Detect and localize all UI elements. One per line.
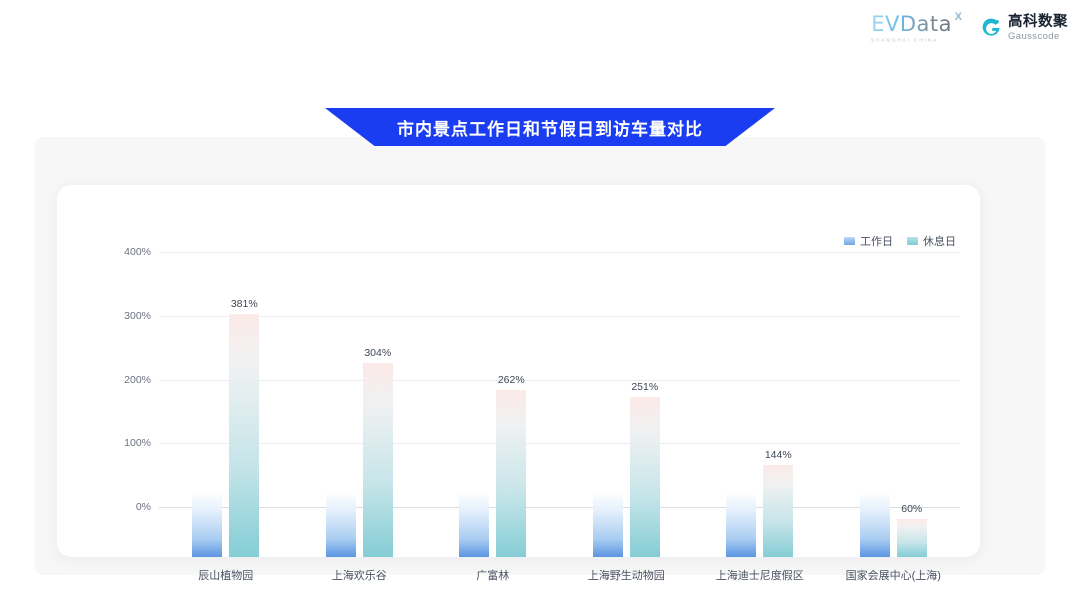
gausscode-en-name: Gausscode: [1008, 30, 1060, 42]
gausscode-text: 高科数聚 Gausscode: [1008, 15, 1068, 41]
y-axis-tick: 300%: [124, 309, 151, 322]
x-axis-category-label: 上海野生动物园: [587, 570, 665, 582]
chart-legend: 工作日 休息日: [844, 233, 956, 249]
gridline: [159, 379, 960, 381]
x-axis-category-label: 辰山植物园: [198, 570, 254, 582]
bar[interactable]: [629, 397, 660, 557]
legend-item-2[interactable]: 休息日: [907, 233, 956, 249]
x-axis-category-label: 广富林: [476, 570, 510, 582]
bar-wrapper: 262%: [496, 235, 527, 557]
bar-wrapper: [459, 235, 490, 557]
legend-swatch-icon: [907, 237, 918, 245]
gridline: [159, 252, 960, 253]
y-axis-tick: 0%: [135, 501, 151, 513]
legend-item-1[interactable]: 工作日: [844, 233, 893, 249]
bar[interactable]: [859, 493, 890, 557]
bar[interactable]: [229, 314, 260, 557]
gridline: [159, 315, 960, 317]
header-logos: EVData X SHANGHAI CHINA 高科数聚 Gausscode: [871, 10, 1068, 46]
y-axis-tick: 200%: [124, 373, 151, 386]
bar-group: 251% 上海野生动物园: [560, 235, 694, 582]
bar-value-label: 60%: [901, 502, 923, 515]
legend-swatch-icon: [844, 237, 855, 245]
gausscode-mark-icon: [982, 18, 1000, 36]
bar-wrapper: [592, 235, 623, 557]
y-axis: 0% 100% 200% 300% 400%: [109, 185, 155, 557]
bar-group: 144% 上海迪士尼度假区: [693, 235, 827, 582]
bar-value-label: 251%: [631, 381, 659, 393]
bar-wrapper: 381%: [229, 235, 260, 557]
bar-wrapper: 304%: [362, 235, 393, 557]
x-axis-category-label: 国家会展中心(上海): [845, 570, 941, 582]
y-axis-tick: 100%: [124, 437, 151, 450]
gausscode-logo: 高科数聚 Gausscode: [980, 15, 1068, 41]
bar-value-label: 381%: [230, 298, 258, 311]
gausscode-cn-name: 高科数聚: [1008, 14, 1068, 30]
bar[interactable]: [763, 465, 794, 557]
bar[interactable]: [592, 493, 623, 557]
legend-label: 休息日: [923, 236, 956, 248]
evdata-logo: EVData X SHANGHAI CHINA: [871, 11, 962, 43]
gridline: [159, 443, 960, 445]
page-title: 市内景点工作日和节假日到访车量对比: [325, 108, 775, 146]
evdata-subtitle: SHANGHAI CHINA: [871, 37, 939, 43]
bars-area: 381% 辰山植物园 304% 上海欢乐谷 262% 广富林 251% 上海野生动物园 144%…: [159, 185, 961, 582]
chart-card: 工作日 休息日 0% 100% 200% 300% 400% 381% 辰山植物园 304% 上…: [57, 185, 980, 582]
bar[interactable]: [896, 518, 927, 557]
evdata-wordmark: EVData: [871, 12, 952, 36]
bar-wrapper: 251%: [629, 235, 660, 557]
bar-value-label: 144%: [764, 449, 792, 462]
bar-wrapper: [192, 235, 223, 557]
bar[interactable]: [325, 493, 356, 557]
legend-label: 工作日: [860, 236, 893, 248]
chart-plot-area: 0% 100% 200% 300% 400% 381% 辰山植物园 304% 上海欢乐谷 262…: [57, 185, 980, 582]
bar-group: 60% 国家会展中心(上海): [827, 235, 961, 582]
x-axis-category-label: 上海欢乐谷: [331, 570, 387, 582]
bar-wrapper: 144%: [763, 235, 794, 557]
x-axis-category-label: 上海迪士尼度假区: [715, 570, 804, 582]
axis-baseline: [159, 507, 960, 508]
y-axis-tick: 400%: [124, 246, 151, 258]
bar[interactable]: [192, 493, 223, 557]
bar-value-label: 262%: [497, 373, 525, 386]
bar-wrapper: [859, 235, 890, 557]
bar-group: 304% 上海欢乐谷: [293, 235, 427, 582]
bar-group: 381% 辰山植物园: [159, 235, 293, 582]
bar-value-label: 304%: [364, 347, 392, 360]
bar[interactable]: [496, 389, 527, 557]
bar-group: 262% 广富林: [426, 235, 560, 582]
bar-wrapper: [726, 235, 757, 557]
bar-wrapper: 60%: [896, 235, 927, 557]
evdata-superscript-x: X: [954, 11, 962, 23]
bar[interactable]: [362, 363, 393, 557]
bar[interactable]: [459, 493, 490, 557]
bar-wrapper: [325, 235, 356, 557]
bar[interactable]: [726, 493, 757, 557]
